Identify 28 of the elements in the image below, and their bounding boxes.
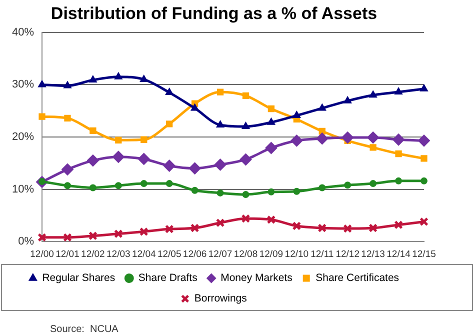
y-tick-label: 30% — [12, 78, 34, 91]
legend-label: Money Markets — [220, 272, 292, 284]
x-tick-label: 12/00 — [30, 248, 54, 260]
x-tick-label: 12/01 — [56, 248, 80, 260]
x-tick-label: 12/03 — [106, 248, 130, 260]
x-tick-label: 12/08 — [234, 248, 258, 260]
y-tick-label: 0% — [18, 236, 34, 248]
x-tick-label: 12/14 — [386, 248, 410, 260]
x-tick-label: 12/13 — [361, 248, 385, 260]
x-tick-label: 12/05 — [157, 248, 182, 260]
legend-label: Regular Shares — [42, 272, 116, 284]
x-tick-label: 12/10 — [284, 248, 309, 260]
y-tick-label: 10% — [12, 183, 34, 196]
x-tick-label: 12/11 — [310, 248, 334, 260]
y-tick-label: 20% — [12, 131, 34, 144]
source-note: Source: NCUA — [50, 324, 119, 335]
legend-label: Borrowings — [194, 292, 247, 305]
legend-label: Share Drafts — [138, 272, 198, 284]
legend-label: Share Certificates — [316, 272, 400, 284]
x-tick-label: 12/15 — [412, 248, 436, 260]
x-tick-label: 12/12 — [336, 248, 360, 260]
chart-title: Distribution of Funding as a % of Assets — [50, 4, 378, 23]
y-tick-label: 40% — [12, 26, 34, 38]
x-tick-label: 12/07 — [208, 248, 232, 260]
x-tick-label: 12/06 — [182, 248, 207, 260]
x-tick-label: 12/04 — [132, 248, 156, 260]
x-tick-label: 12/02 — [81, 248, 105, 260]
x-tick-label: 12/09 — [259, 248, 284, 260]
